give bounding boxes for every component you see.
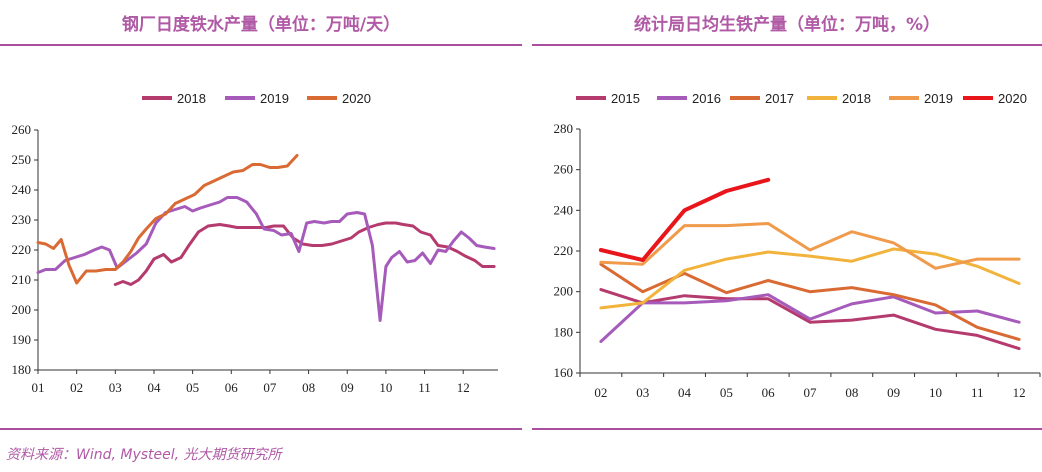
y-tick-label: 280 [554, 121, 574, 136]
y-tick-label: 250 [12, 152, 32, 167]
series-line-2019 [599, 222, 1021, 270]
x-tick-label: 08 [845, 385, 858, 400]
right-line-chart: 160 180 200 220 240 260 280 02 03 04 05 06 07 08 09 10 1… [554, 91, 1041, 400]
legend-label-2017: 2017 [765, 91, 794, 106]
y-tick-label: 200 [554, 284, 574, 299]
series-line-2018 [113, 221, 496, 286]
legend-label-2018: 2018 [842, 91, 871, 106]
x-tick-label: 12 [1013, 385, 1026, 400]
y-tick-label: 230 [12, 212, 32, 227]
x-tick-label: 05 [186, 380, 199, 395]
y-tick-label: 160 [554, 365, 574, 380]
right-chart-title: 统计局日均生铁产量（单位：万吨，%） [633, 15, 941, 35]
x-tick-label: 02 [594, 385, 607, 400]
x-tick-label: 03 [636, 385, 649, 400]
legend-label-2015: 2015 [611, 91, 640, 106]
x-tick-label: 01 [32, 380, 45, 395]
source-note: 资料来源：Wind, Mysteel, 光大期货研究所 [6, 447, 282, 463]
legend-label-2020: 2020 [998, 91, 1027, 106]
x-tick-label: 03 [109, 380, 122, 395]
legend-label-2019: 2019 [260, 91, 289, 106]
bottom-divider-right [532, 428, 1042, 430]
series-line-2016 [599, 293, 1021, 343]
y-tick-label: 180 [554, 324, 574, 339]
y-tick-label: 220 [554, 243, 574, 258]
top-divider-left [0, 44, 522, 46]
x-tick-label: 06 [762, 385, 776, 400]
y-tick-label: 210 [12, 272, 32, 287]
top-divider-right [532, 44, 1042, 46]
y-tick-label: 240 [554, 202, 574, 217]
series-line-2020 [598, 177, 771, 263]
series-line-2015 [599, 288, 1021, 351]
y-tick-label: 180 [12, 362, 32, 377]
series-line-2018 [599, 247, 1021, 310]
y-tick-label: 260 [554, 162, 574, 177]
y-tick-label: 200 [12, 302, 32, 317]
x-tick-label: 11 [418, 380, 431, 395]
legend-label-2020: 2020 [342, 91, 371, 106]
x-tick-label: 12 [457, 380, 470, 395]
y-tick-label: 240 [12, 182, 32, 197]
legend-label-2018: 2018 [177, 91, 206, 106]
x-tick-label: 04 [147, 380, 161, 395]
series-line-2019 [36, 196, 496, 322]
legend-label-2016: 2016 [692, 91, 721, 106]
bottom-divider-left [0, 428, 522, 430]
y-tick-label: 260 [12, 122, 32, 137]
x-tick-label: 04 [678, 385, 692, 400]
x-tick-label: 09 [341, 380, 354, 395]
left-line-chart: 180 190 200 210 220 230 240 250 260 01 02 03 04 05 06 0… [12, 91, 498, 395]
x-tick-label: 07 [263, 380, 277, 395]
y-tick-label: 190 [12, 332, 32, 347]
x-tick-label: 09 [887, 385, 900, 400]
series-line-2020 [36, 154, 299, 285]
x-tick-label: 10 [379, 380, 392, 395]
legend-label-2019: 2019 [924, 91, 953, 106]
y-tick-label: 220 [12, 242, 32, 257]
x-tick-label: 06 [225, 380, 239, 395]
x-tick-label: 02 [70, 380, 83, 395]
left-chart-title: 钢厂日度铁水产量（单位：万吨/天） [121, 15, 401, 35]
x-tick-label: 05 [720, 385, 733, 400]
x-tick-label: 11 [971, 385, 984, 400]
x-tick-label: 08 [302, 380, 315, 395]
x-tick-label: 07 [804, 385, 818, 400]
x-tick-label: 10 [929, 385, 942, 400]
